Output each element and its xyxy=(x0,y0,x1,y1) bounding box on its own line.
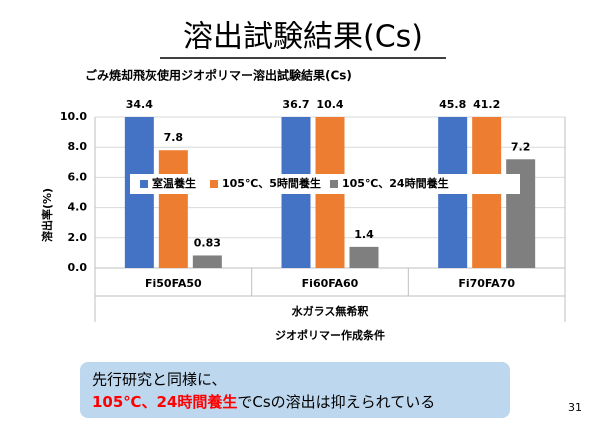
data-label: 41.2 xyxy=(473,98,500,111)
data-label: 7.8 xyxy=(164,131,184,144)
data-label: 0.83 xyxy=(194,236,221,249)
y-tick-label: 0.0 xyxy=(68,261,88,274)
data-label: 1.4 xyxy=(354,228,374,241)
legend-label: 室温養生 xyxy=(152,176,196,190)
bar xyxy=(438,117,468,268)
bar xyxy=(124,117,154,268)
data-label: 10.4 xyxy=(316,98,343,111)
legend-box xyxy=(130,174,520,194)
bar xyxy=(472,117,502,268)
note-line1: 先行研究と同様に、 xyxy=(92,371,227,389)
x-tick-label: Fi70FA70 xyxy=(458,277,515,290)
data-label: 7.2 xyxy=(511,140,531,153)
note-rest: でCsの溶出は抑えられている xyxy=(237,393,435,411)
x-tick-label: Fi50FA50 xyxy=(145,277,202,290)
chart-title: ごみ焼却飛灰使用ジオポリマー溶出試験結果(Cs) xyxy=(85,68,352,83)
note-line2: 105℃、24時間養生でCsの溶出は抑えられている xyxy=(92,393,435,411)
x-axis-label: ジオポリマー作成条件 xyxy=(275,328,385,342)
data-label: 45.8 xyxy=(439,98,466,111)
y-tick-label: 4.0 xyxy=(68,201,88,214)
y-tick-label: 6.0 xyxy=(68,170,88,183)
data-label: 36.7 xyxy=(282,98,309,111)
page-number: 31 xyxy=(568,401,582,414)
note-highlight: 105℃、24時間養生 xyxy=(92,393,237,411)
bar xyxy=(349,246,379,268)
x-group-label: 水ガラス無希釈 xyxy=(292,304,370,318)
note-box xyxy=(80,362,510,418)
data-label: 34.4 xyxy=(126,98,153,111)
slide-title: 溶出試験結果(Cs) xyxy=(183,20,423,55)
y-tick-label: 2.0 xyxy=(68,231,88,244)
y-tick-label: 8.0 xyxy=(68,140,88,153)
plot: 0.0 2.0 4.0 6.0 8.0 10.0 Fi50FA50 34.4 7.8 0.83 Fi… xyxy=(60,98,566,322)
legend-swatch xyxy=(140,180,148,188)
legend-swatch xyxy=(210,180,218,188)
legend-label: 105℃、24時間養生 xyxy=(342,176,449,190)
bar xyxy=(192,255,222,268)
legend-swatch xyxy=(330,180,338,188)
y-tick-label: 10.0 xyxy=(60,110,87,123)
x-tick-label: Fi60FA60 xyxy=(302,277,359,290)
y-axis-label: 溶出率(%) xyxy=(40,188,54,242)
legend-label: 105℃、5時間養生 xyxy=(222,176,321,190)
bar xyxy=(158,150,188,268)
